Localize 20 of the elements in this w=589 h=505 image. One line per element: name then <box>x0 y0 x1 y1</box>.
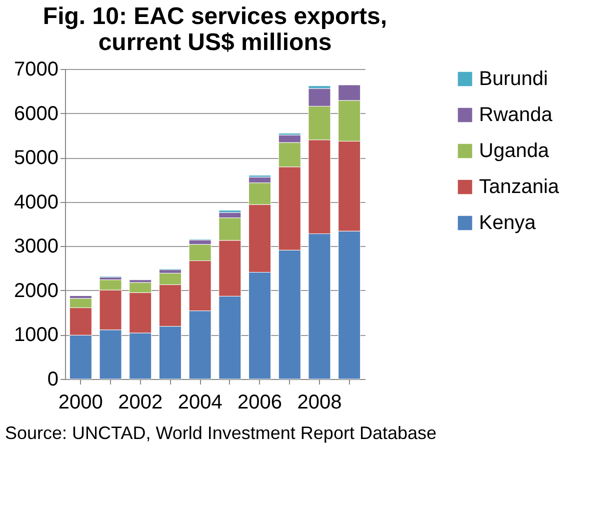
legend-label: Burundi <box>479 68 548 90</box>
legend-label: Uganda <box>479 140 550 162</box>
y-tick-label: 5000 <box>14 147 58 170</box>
legend-label: Tanzania <box>479 176 560 198</box>
y-tick-label: 1000 <box>14 324 58 346</box>
chart-title: Fig. 10: EAC services exports, current US$ millions <box>42 3 388 56</box>
y-tick-label: 3000 <box>14 236 58 258</box>
x-tick-label: 2002 <box>118 392 163 414</box>
x-tick-label: 2008 <box>297 392 342 414</box>
legend-label: Kenya <box>479 212 537 234</box>
legend-label: Rwanda <box>479 104 554 126</box>
y-tick-label: 6000 <box>14 102 58 125</box>
x-tick-label: 2000 <box>58 392 103 414</box>
source-note: Source: UNCTAD, World Investment Report Database <box>5 423 436 443</box>
x-tick-label: 2006 <box>238 392 282 414</box>
y-tick-label: 2000 <box>14 280 58 302</box>
x-tick-label: 2004 <box>178 392 222 414</box>
y-tick-label: 7000 <box>14 58 58 80</box>
y-tick-label: 0 <box>47 368 58 390</box>
y-tick-label: 4000 <box>14 191 58 214</box>
